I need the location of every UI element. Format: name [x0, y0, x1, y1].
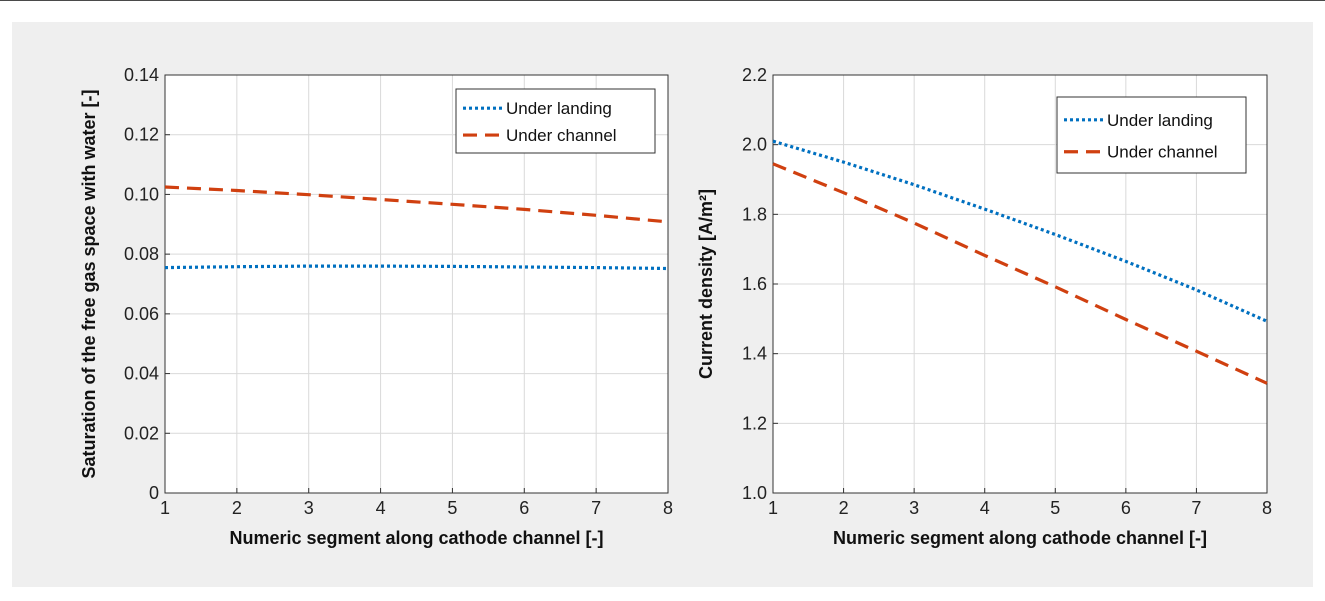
y-tick-label: 0.08: [124, 244, 159, 264]
x-tick-label: 4: [376, 498, 386, 518]
x-tick-label: 8: [663, 498, 673, 518]
top-rule: [0, 0, 1325, 1]
x-tick-label: 1: [160, 498, 170, 518]
x-tick-label: 1: [768, 498, 778, 518]
y-tick-label: 0.12: [124, 125, 159, 145]
x-axis-label: Numeric segment along cathode channel [-…: [833, 528, 1207, 548]
x-tick-label: 3: [909, 498, 919, 518]
y-tick-label: 1.0: [742, 483, 767, 503]
y-tick-label: 2.0: [742, 135, 767, 155]
series-line-under-landing: [772, 139, 1268, 323]
y-axis-label: Saturation of the free gas space with wa…: [79, 89, 99, 478]
legend-box: [455, 88, 656, 154]
chart-saturation: 1 2 3 4 5 6 7 8 0 0.02 0.04 0.06 0.08 0.10 0.12 0.14 Num…: [79, 65, 673, 548]
y-tick-label: 1.4: [742, 344, 767, 364]
x-tick-label: 3: [304, 498, 314, 518]
series-line-under-channel: [772, 162, 1268, 385]
y-tick-label: 0.10: [124, 184, 159, 204]
y-tick-label: 0.06: [124, 304, 159, 324]
y-tick-label: 2.2: [742, 65, 767, 85]
x-tick-label: 5: [1050, 498, 1060, 518]
y-tick-label: 0.14: [124, 65, 159, 85]
y-tick-label: 1.8: [742, 204, 767, 224]
legend-label: Under channel: [1107, 143, 1218, 162]
x-tick-label: 5: [447, 498, 457, 518]
series-line-under-channel: [164, 185, 669, 224]
y-tick-label: 0.02: [124, 423, 159, 443]
y-tick-label: 0.04: [124, 364, 159, 384]
x-tick-label: 6: [1121, 498, 1131, 518]
x-tick-label: 7: [1191, 498, 1201, 518]
legend-box: [1056, 96, 1247, 174]
x-tick-label: 4: [980, 498, 990, 518]
axes-frame: [164, 74, 669, 494]
legend-label: Under channel: [506, 126, 617, 145]
x-tick-label: 7: [591, 498, 601, 518]
x-tick-label: 2: [839, 498, 849, 518]
chart-current-density: 1 2 3 4 5 6 7 8 1.0 1.2 1.4 1.6 1.8 2.0 2.2 Numeric seg…: [696, 65, 1272, 548]
x-tick-label: 2: [232, 498, 242, 518]
y-axis-label: Current density [A/m²]: [696, 189, 716, 379]
y-tick-label: 1.2: [742, 413, 767, 433]
legend-label: Under landing: [506, 99, 612, 118]
x-tick-label: 6: [519, 498, 529, 518]
y-tick-label: 1.6: [742, 274, 767, 294]
x-axis-label: Numeric segment along cathode channel [-…: [229, 528, 603, 548]
legend-label: Under landing: [1107, 111, 1213, 130]
x-tick-label: 8: [1262, 498, 1272, 518]
y-tick-label: 0: [149, 483, 159, 503]
